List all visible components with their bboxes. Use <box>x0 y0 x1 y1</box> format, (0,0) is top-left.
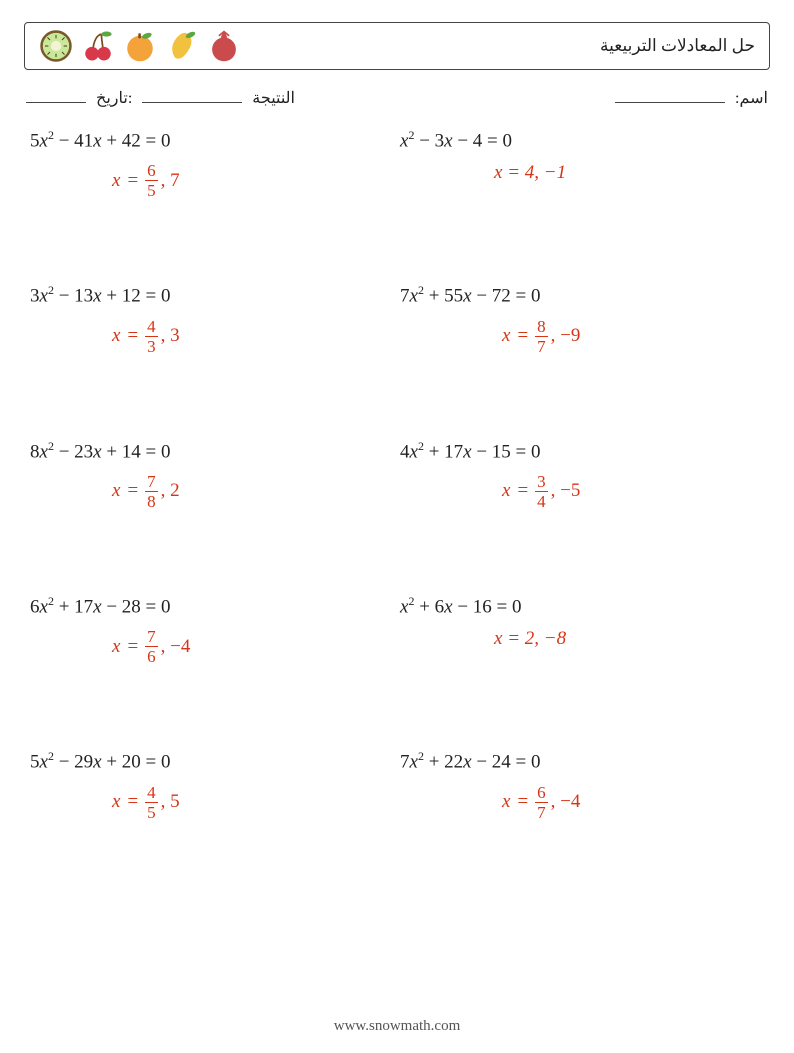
name-blank <box>615 88 725 103</box>
problem-cell: x2 + 6x − 16 = 0 x = 2, −8 <box>394 594 764 665</box>
problem-row: 5x2 − 41x + 42 = 0 x= 65 , 7 x2 − 3x − 4… <box>24 128 770 199</box>
problem-cell: 3x2 − 13x + 12 = 0 x= 43 , 3 <box>24 283 394 354</box>
problem-cell: 4x2 + 17x − 15 = 0 x= 34 , −5 <box>394 439 764 510</box>
problem-cell: 7x2 + 22x − 24 = 0 x= 67 , −4 <box>394 749 764 820</box>
answer: x= 65 , 7 <box>24 162 394 199</box>
equation: x2 + 6x − 16 = 0 <box>394 594 764 618</box>
equation: 5x2 − 29x + 20 = 0 <box>24 749 394 773</box>
cherries-icon <box>81 29 115 63</box>
score-label: النتيجة <box>252 88 295 108</box>
orange-icon <box>123 29 157 63</box>
answer: x= 76 , −4 <box>24 628 394 665</box>
problems-grid: 5x2 − 41x + 42 = 0 x= 65 , 7 x2 − 3x − 4… <box>24 128 770 821</box>
problem-row: 6x2 + 17x − 28 = 0 x= 76 , −4 x2 + 6x − … <box>24 594 770 665</box>
answer: x= 43 , 3 <box>24 318 394 355</box>
date-label: :تاريخ <box>96 88 132 108</box>
answer: x = 2, −8 <box>394 628 764 650</box>
answer: x= 34 , −5 <box>394 473 764 510</box>
problem-row: 8x2 − 23x + 14 = 0 x= 78 , 2 4x2 + 17x −… <box>24 439 770 510</box>
worksheet-title: حل المعادلات التربيعية <box>600 36 755 56</box>
name-field: اسم: <box>615 88 768 108</box>
equation: x2 − 3x − 4 = 0 <box>394 128 764 152</box>
answer: x = 4, −1 <box>394 162 764 184</box>
mango-icon <box>165 29 199 63</box>
name-label: اسم: <box>735 88 768 108</box>
equation: 3x2 − 13x + 12 = 0 <box>24 283 394 307</box>
fruit-icons <box>39 29 241 63</box>
header-box: حل المعادلات التربيعية <box>24 22 770 70</box>
info-row: اسم: النتيجة :تاريخ <box>26 88 768 108</box>
problem-row: 3x2 − 13x + 12 = 0 x= 43 , 3 7x2 + 55x −… <box>24 283 770 354</box>
problem-cell: 7x2 + 55x − 72 = 0 x= 87 , −9 <box>394 283 764 354</box>
date-blank <box>26 88 86 103</box>
equation: 4x2 + 17x − 15 = 0 <box>394 439 764 463</box>
answer: x= 87 , −9 <box>394 318 764 355</box>
problem-cell: 5x2 − 29x + 20 = 0 x= 45 , 5 <box>24 749 394 820</box>
score-blank <box>142 88 242 103</box>
score-date-field: النتيجة :تاريخ <box>26 88 295 108</box>
kiwi-icon <box>39 29 73 63</box>
equation: 8x2 − 23x + 14 = 0 <box>24 439 394 463</box>
problem-cell: 5x2 − 41x + 42 = 0 x= 65 , 7 <box>24 128 394 199</box>
problem-cell: x2 − 3x − 4 = 0 x = 4, −1 <box>394 128 764 199</box>
equation: 6x2 + 17x − 28 = 0 <box>24 594 394 618</box>
problem-row: 5x2 − 29x + 20 = 0 x= 45 , 5 7x2 + 22x −… <box>24 749 770 820</box>
answer: x= 78 , 2 <box>24 473 394 510</box>
equation: 7x2 + 55x − 72 = 0 <box>394 283 764 307</box>
problem-cell: 6x2 + 17x − 28 = 0 x= 76 , −4 <box>24 594 394 665</box>
answer: x= 45 , 5 <box>24 784 394 821</box>
equation: 5x2 − 41x + 42 = 0 <box>24 128 394 152</box>
pomegranate-icon <box>207 29 241 63</box>
equation: 7x2 + 22x − 24 = 0 <box>394 749 764 773</box>
page: حل المعادلات التربيعية اسم: النتيجة :تار… <box>0 0 794 821</box>
footer-url: www.snowmath.com <box>0 1018 794 1035</box>
problem-cell: 8x2 − 23x + 14 = 0 x= 78 , 2 <box>24 439 394 510</box>
answer: x= 67 , −4 <box>394 784 764 821</box>
